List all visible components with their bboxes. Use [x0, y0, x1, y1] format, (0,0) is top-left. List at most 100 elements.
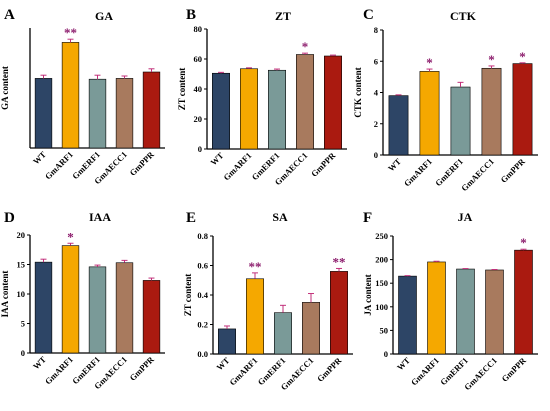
- y-tick-label: 50: [380, 325, 389, 335]
- bar-gmaecc1: [115, 262, 134, 354]
- bar-wt: [398, 275, 417, 355]
- bar-gmerf1: [88, 78, 107, 149]
- bar-gmarf1: [61, 42, 80, 149]
- y-tick-label: 15: [17, 260, 26, 270]
- y-axis-label: GA content: [0, 66, 10, 110]
- y-axis-label: ZT content: [183, 274, 193, 317]
- y-tick-label: 20: [194, 114, 203, 124]
- x-tick-label: GmPPR: [127, 354, 156, 383]
- bar-gmaecc1: [481, 67, 502, 156]
- y-tick-label: 60: [194, 54, 203, 64]
- x-tick-label: GmARF1: [402, 156, 434, 188]
- x-tick-label: GmPPR: [315, 355, 344, 384]
- panel-title: GA: [95, 9, 113, 23]
- y-axis-label: IAA content: [0, 271, 10, 318]
- bar-gmppr: [324, 55, 342, 150]
- x-tick-label: GmARF1: [409, 355, 441, 387]
- y-tick-label: 0: [21, 348, 25, 358]
- bar-gmppr: [512, 63, 533, 156]
- x-tick-label: GmAECC1: [459, 156, 496, 193]
- y-axis-label: JA content: [363, 274, 373, 315]
- y-tick-label: 6: [374, 56, 378, 66]
- x-tick-label: GmARF1: [221, 150, 253, 182]
- x-tick-label: WT: [395, 355, 412, 372]
- y-tick-label: 150: [375, 278, 388, 288]
- y-tick-label: 10: [17, 289, 26, 299]
- significance-mark: *: [426, 55, 433, 70]
- y-tick-label: 0.4: [197, 290, 208, 300]
- panel-title: SA: [272, 210, 288, 224]
- y-tick-label: 0: [374, 150, 378, 160]
- significance-mark: *: [520, 235, 527, 250]
- panel-letter: A: [4, 7, 15, 23]
- panel-letter: D: [4, 210, 15, 226]
- bar-gmaecc1: [115, 78, 134, 149]
- x-tick-label: GmARF1: [43, 354, 75, 386]
- x-tick-label: GmARF1: [227, 355, 259, 387]
- bar-gmarf1: [419, 71, 440, 156]
- bar-gmerf1: [456, 268, 475, 355]
- bar-gmerf1: [88, 266, 107, 354]
- y-tick-label: 5: [21, 319, 25, 329]
- chart-panel-c: C CTK CTK content 0 2 4 6 8 WT * GmARF1 GmERF1 * GmAE…: [353, 7, 538, 193]
- y-tick-label: 0.0: [197, 349, 208, 359]
- x-tick-label: WT: [386, 156, 403, 173]
- bar-gmppr: [142, 280, 161, 354]
- x-tick-label: GmPPR: [309, 150, 338, 179]
- panel-letter: F: [363, 210, 372, 226]
- x-tick-label: GmPPR: [498, 156, 527, 185]
- y-tick-label: 4: [374, 88, 379, 98]
- y-tick-label: 200: [375, 255, 388, 265]
- x-tick-label: GmPPR: [499, 355, 528, 384]
- y-tick-label: 0.2: [197, 320, 208, 330]
- x-tick-label: WT: [31, 354, 48, 371]
- x-tick-label: WT: [214, 355, 231, 372]
- bar-wt: [34, 261, 53, 354]
- x-tick-label: GmARF1: [43, 149, 75, 181]
- bar-gmarf1: [246, 278, 264, 355]
- bar-gmarf1: [427, 261, 446, 355]
- y-tick-label: 20: [17, 230, 26, 240]
- bar-gmerf1: [450, 86, 471, 156]
- panel-letter: C: [363, 7, 374, 23]
- x-tick-label: WT: [31, 149, 48, 166]
- bar-wt: [218, 328, 236, 355]
- significance-mark: *: [519, 49, 526, 64]
- bar-gmerf1: [268, 69, 286, 150]
- bar-gmaecc1: [302, 302, 320, 355]
- significance-mark: *: [302, 39, 309, 54]
- y-axis-label: ZT content: [177, 68, 187, 111]
- y-axis-label: CTK content: [353, 67, 363, 117]
- y-tick-label: 100: [375, 302, 388, 312]
- panel-letter: E: [186, 210, 196, 226]
- panel-title: ZT: [275, 9, 291, 23]
- bar-wt: [212, 72, 230, 150]
- x-tick-label: WT: [208, 150, 225, 167]
- y-tick-label: 40: [194, 84, 203, 94]
- x-tick-label: GmERF1: [433, 156, 465, 188]
- y-tick-label: 8: [374, 25, 378, 35]
- bar-gmarf1: [240, 68, 258, 150]
- y-tick-label: 80: [194, 24, 203, 34]
- y-tick-label: 250: [375, 231, 388, 241]
- y-tick-label: 0.8: [197, 231, 208, 241]
- bar-gmppr: [330, 271, 348, 355]
- bar-gmppr: [514, 249, 533, 355]
- bar-gmppr: [142, 71, 161, 149]
- bar-gmaecc1: [296, 54, 314, 150]
- bar-gmaecc1: [485, 269, 504, 355]
- bar-gmarf1: [61, 245, 80, 354]
- bar-gmerf1: [274, 312, 292, 355]
- significance-mark: **: [249, 259, 262, 274]
- y-tick-label: 0: [384, 349, 388, 359]
- y-tick-label: 0: [198, 144, 202, 154]
- y-tick-label: 0.6: [197, 261, 208, 271]
- panel-letter: B: [186, 7, 196, 23]
- panel-title: JA: [458, 210, 473, 224]
- chart-panel-e: E SA ZT content 0.0 0.2 0.4 0.6 0.8 WT ** GmARF1 Gm…: [183, 210, 353, 392]
